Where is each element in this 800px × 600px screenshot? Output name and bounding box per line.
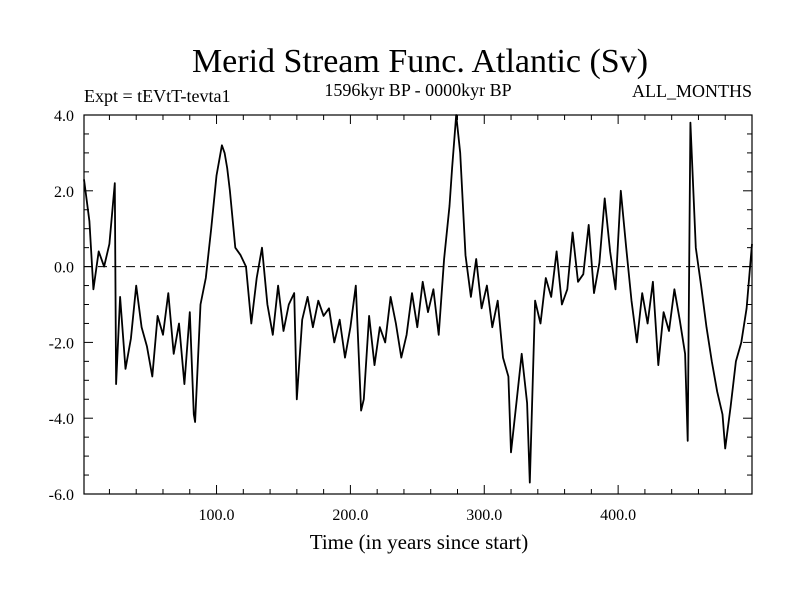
experiment-label: Expt = tEVtT-tevta1 bbox=[84, 86, 230, 106]
plot-frame bbox=[83, 114, 753, 495]
chart-title: Merid Stream Func. Atlantic (Sv) bbox=[192, 43, 648, 80]
x-tick-label: 400.0 bbox=[600, 507, 636, 524]
x-tick-label: 100.0 bbox=[199, 507, 235, 524]
y-tick-label: -4.0 bbox=[49, 411, 74, 428]
x-axis-label: Time (in years since start) bbox=[310, 530, 529, 554]
y-tick-label: -6.0 bbox=[49, 487, 74, 504]
y-tick-label: 4.0 bbox=[54, 108, 74, 125]
months-label: ALL_MONTHS bbox=[632, 81, 752, 101]
y-tick-label: -2.0 bbox=[49, 335, 74, 352]
x-tick-label: 200.0 bbox=[332, 507, 368, 524]
plot-area: 4.0 2.0 0.0 -2.0 -4.0 -6.0 100.0 200.0 300.0 400.… bbox=[49, 108, 753, 524]
y-tick-label: 2.0 bbox=[54, 184, 74, 201]
y-tick-label: 0.0 bbox=[54, 260, 74, 277]
series-line bbox=[83, 114, 753, 484]
time-range-label: 1596kyr BP - 0000kyr BP bbox=[324, 80, 511, 100]
x-tick-label: 300.0 bbox=[466, 507, 502, 524]
